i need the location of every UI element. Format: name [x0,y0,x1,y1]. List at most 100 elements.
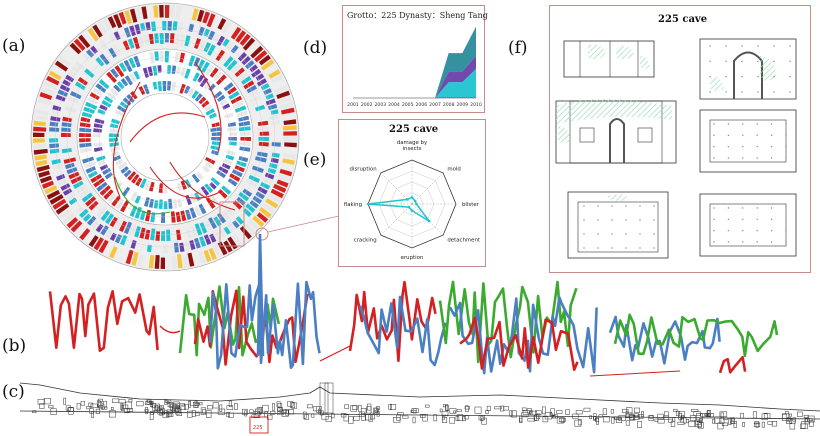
cave-plans [555,38,797,259]
cave-opening [807,415,815,423]
cave-opening [800,423,808,429]
cave-opening [321,414,329,420]
radar-spoke [380,203,413,236]
cave-opening [281,409,289,417]
ring-segment-4 [224,112,234,119]
ring-segment-2 [88,200,99,211]
grid-point [757,91,759,93]
damage-series-red [718,355,747,374]
ring-segment-0 [44,185,58,195]
cave-opening [37,399,45,405]
cave-opening [125,401,132,410]
ring-segment-4 [93,142,103,148]
ring-segment-0 [276,90,291,99]
cave-opening [707,410,711,417]
cave-opening [678,412,682,421]
ring-segment-2 [119,220,127,233]
ring-segment-5 [110,146,121,152]
grid-point [725,45,727,47]
grid-point [709,91,711,93]
grid-point [773,91,775,93]
ring-segment-5 [144,179,151,191]
cave-opening [165,413,174,417]
cave-opening [166,409,172,417]
ring-segment-0 [250,45,264,59]
cave-opening [733,420,737,428]
cave-opening [174,407,182,412]
cave-opening [290,402,295,408]
ring-segment-2 [216,212,227,224]
radar-chart-title: 225 cave [389,124,439,135]
cave-opening [755,423,759,428]
cave-opening [188,400,191,408]
cave-opening [112,398,120,403]
cave-opening [696,413,703,421]
ring-segment-0 [118,11,127,25]
ring-segment-3 [107,193,117,204]
ring-segment-1 [79,208,89,219]
ring-segment-3 [238,120,251,127]
damage-series-red [48,290,159,352]
area-tick-label: 2008 [443,102,455,108]
grid-point [597,233,599,235]
ring-segment-1 [50,116,61,122]
ring-segment-0 [148,254,155,269]
ring-segment-5 [158,183,163,193]
cave-opening [412,416,416,424]
grid-point [741,75,743,78]
cave-opening [668,418,673,423]
ring-segment-1 [230,44,239,54]
cave-opening [67,407,74,412]
ring-segment-4 [172,199,178,209]
damage-series-blue [208,280,321,370]
ring-segment-4 [102,167,111,176]
ring-segment-3 [205,197,216,209]
cave-opening [753,422,761,427]
ring-segment-2 [241,75,252,85]
cave-opening [457,414,464,421]
ring-segment-1 [60,183,71,191]
ring-segment-5 [180,180,188,190]
grid-point [583,233,585,235]
ring-segment-4 [214,90,223,99]
ring-segment-4 [226,150,236,156]
ring-segment-3 [217,189,228,199]
grid-point [639,219,641,221]
ring-segment-2 [251,165,264,173]
ring-segment-1 [95,223,104,233]
ring-segment-2 [64,106,77,114]
cave-opening [128,398,133,403]
cave-opening [207,405,213,410]
ring-segment-5 [204,161,214,169]
ring-segment-1 [216,35,226,47]
ring-segment-4 [194,192,201,202]
ring-segment-0 [78,34,91,49]
ring-segment-1 [49,148,60,154]
cave-opening [648,415,654,421]
ring-segment-0 [243,222,257,236]
grid-point [785,157,787,159]
ring-segment-0 [191,8,199,21]
ring-segment-0 [235,30,247,43]
ring-segment-1 [59,84,71,93]
radar-chart-panel: 225 cave damage by insects mold blister deta… [338,119,486,267]
ring-segment-1 [237,52,248,62]
ring-segment-3 [201,61,210,73]
ring-segment-4 [96,155,106,162]
ring-segment-3 [80,116,91,123]
cave-opening [212,402,219,409]
ring-segment-2 [174,33,180,45]
ring-segment-2 [68,171,80,180]
ring-segment-3 [98,79,110,90]
ring-segment-3 [239,146,251,152]
damage-connector [159,325,181,334]
damage-connector [589,370,681,377]
ring-segment-1 [104,229,113,239]
ring-segment-4 [217,94,226,102]
cave-opening [556,410,563,414]
ring-segment-4 [99,104,108,111]
cave-opening [136,401,144,407]
cave-opening [80,401,85,406]
ring-segment-0 [197,9,205,22]
ring-segment-0 [239,33,251,46]
